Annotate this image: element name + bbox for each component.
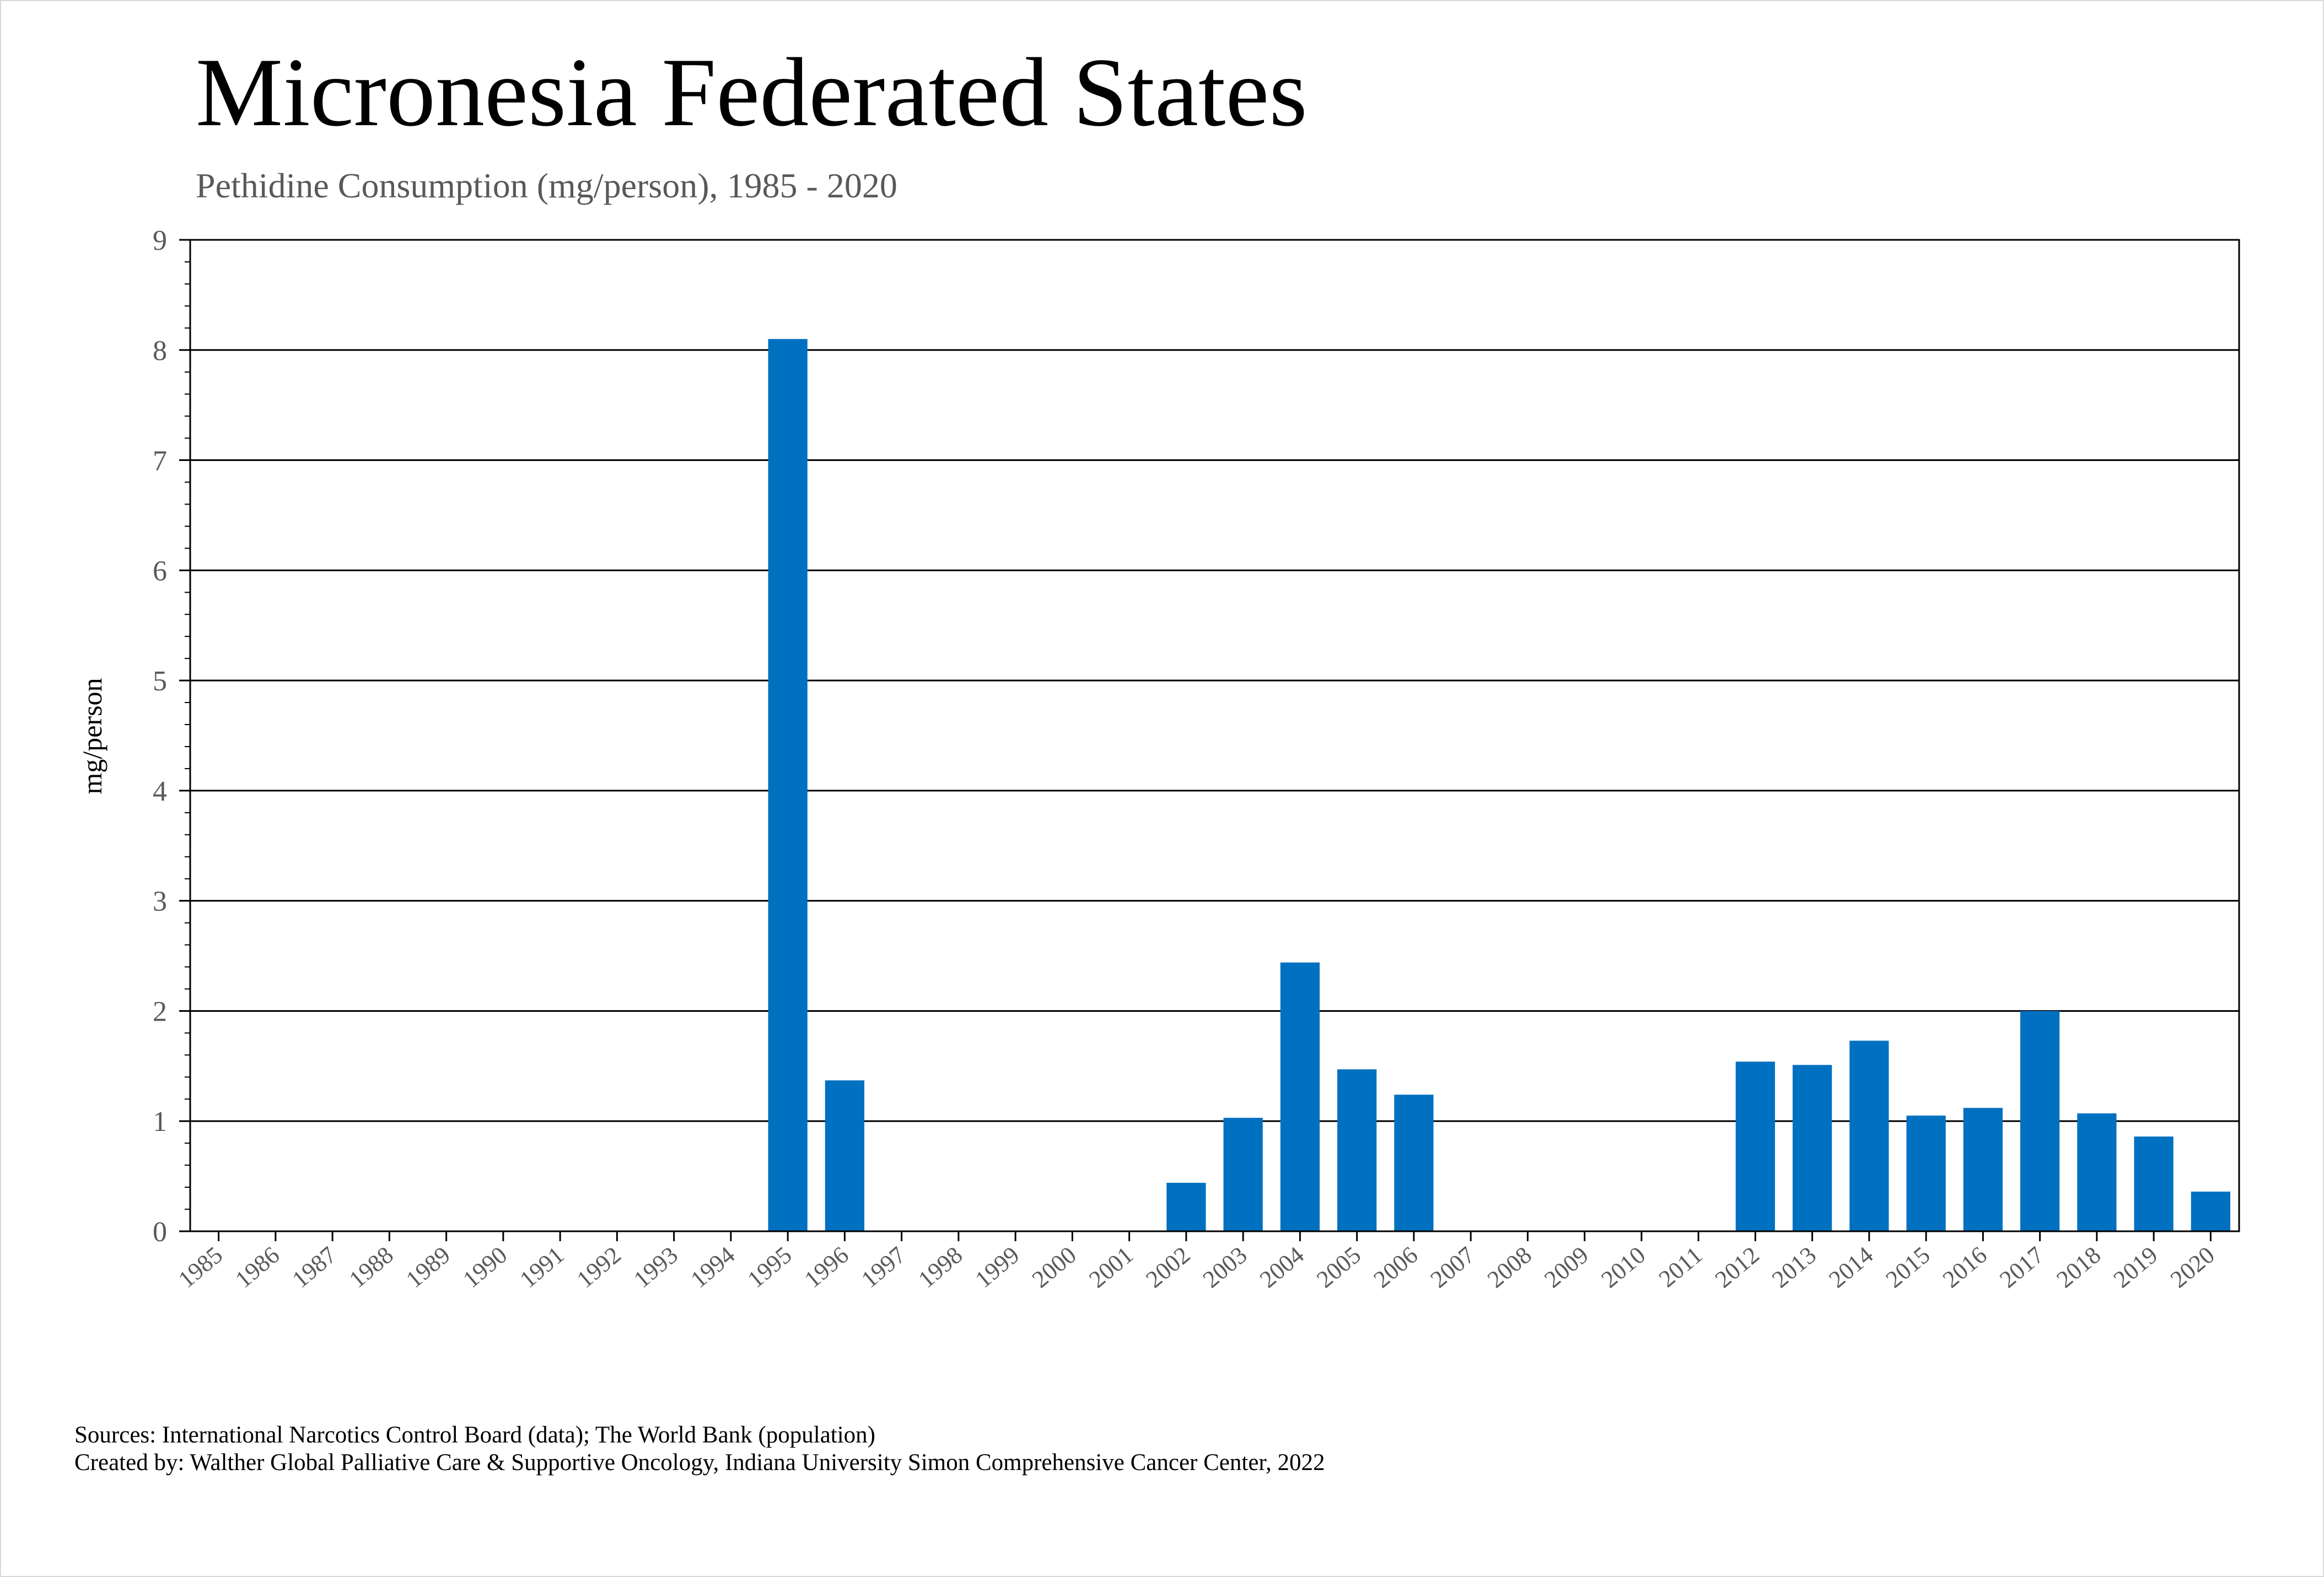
bar-2015 [1906,1115,1946,1231]
bar-1995 [768,339,808,1231]
x-tick-label: 2014 [1823,1241,1878,1293]
bar-2017 [2020,1011,2060,1231]
bar-1996 [825,1080,864,1231]
axes [179,239,2240,1241]
x-tick-label: 2020 [2165,1241,2220,1293]
x-tick-label: 1997 [856,1241,911,1293]
x-tick-label: 1995 [743,1241,797,1293]
x-tick-label: 1992 [572,1241,626,1293]
footer-source: Sources: International Narcotics Control… [74,1422,875,1448]
bar-2014 [1849,1040,1889,1231]
bar-2018 [2077,1113,2117,1231]
x-tick-label: 2010 [1596,1241,1650,1293]
x-tick-label: 2019 [2108,1241,2163,1293]
x-tick-label: 2013 [1767,1241,1821,1293]
y-tick-label: 9 [153,225,167,256]
bar-2004 [1280,962,1320,1231]
y-tick-label: 2 [153,996,167,1027]
x-tick-label: 1996 [799,1241,854,1293]
chart-subtitle: Pethidine Consumption (mg/person), 1985 … [196,166,897,205]
y-tick-label: 1 [153,1106,167,1138]
y-tick-label: 6 [153,555,167,587]
x-tick-label: 2015 [1881,1241,1935,1293]
bar-2002 [1166,1183,1206,1231]
bars [768,339,2230,1231]
bar-2019 [2134,1136,2174,1231]
bar-2012 [1735,1061,1775,1231]
x-tick-label: 1994 [685,1241,740,1293]
bar-2016 [1963,1108,2003,1231]
x-tick-label: 2001 [1084,1241,1138,1293]
x-tick-label: 1990 [458,1241,512,1293]
x-tick-label: 2016 [1938,1241,1992,1293]
chart-title: Micronesia Federated States [196,37,1308,147]
x-tick-label: 2003 [1198,1241,1252,1293]
bar-2003 [1223,1118,1263,1231]
x-tick-label: 1989 [401,1241,455,1293]
grid-lines [190,239,2239,1122]
y-tick-label: 8 [153,335,167,367]
x-tick-label: 2008 [1482,1241,1537,1293]
bar-2006 [1394,1095,1434,1231]
x-tick-label: 1998 [913,1241,967,1293]
x-tick-label: 2009 [1539,1241,1594,1293]
y-tick-label: 5 [153,666,167,697]
bar-2020 [2191,1192,2230,1231]
plot-border [189,239,2240,1232]
x-tick-label: 2002 [1141,1241,1195,1293]
y-tick-label: 0 [153,1216,167,1248]
x-tick-label: 1985 [173,1241,228,1293]
x-tick-label: 1987 [287,1241,342,1293]
x-tick-label: 1999 [970,1241,1025,1293]
x-tick-label: 2005 [1311,1241,1366,1293]
x-tick-label: 1988 [344,1241,399,1293]
bar-2005 [1337,1069,1377,1231]
x-tick-label: 2012 [1710,1241,1764,1293]
x-tick-label: 2006 [1368,1241,1423,1293]
x-tick-label: 1986 [230,1241,284,1293]
y-tick-label: 3 [153,886,167,918]
x-tick-label: 2011 [1654,1241,1708,1292]
bar-2013 [1793,1065,1832,1231]
x-tick-label: 1993 [628,1241,683,1293]
y-tick-label: 7 [153,446,167,477]
x-tick-label: 1991 [515,1241,569,1293]
x-tick-label: 2018 [2051,1241,2106,1293]
x-tick-label: 2017 [1994,1241,2049,1293]
x-tick-label: 2004 [1255,1241,1309,1293]
y-tick-label: 4 [153,776,167,807]
x-tick-label: 2007 [1425,1241,1480,1293]
y-axis-label: mg/person [77,678,107,794]
footer-credit: Created by: Walther Global Palliative Ca… [74,1450,1325,1476]
x-tick-label: 2000 [1027,1241,1082,1293]
